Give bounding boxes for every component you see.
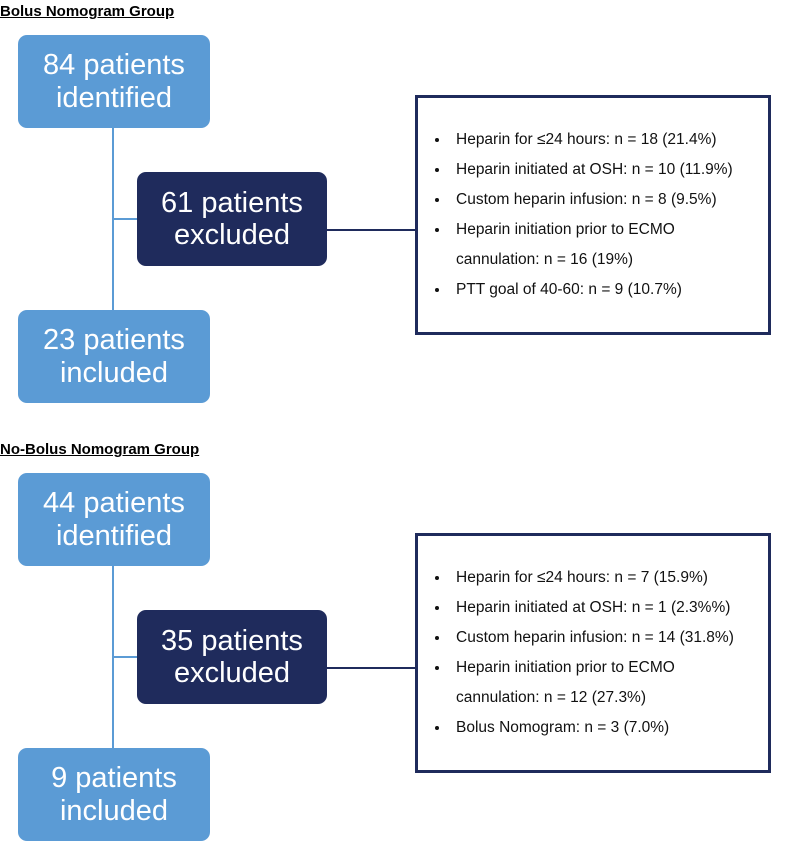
connector-horizontal (112, 218, 137, 220)
exclusion-item: Heparin initiation prior to ECMO cannula… (450, 653, 750, 713)
connector-exclusion (327, 667, 417, 669)
exclusion-list: Heparin for ≤24 hours: n = 7 (15.9%)Hepa… (415, 533, 771, 773)
connector-exclusion (327, 229, 417, 231)
exclusion-item: PTT goal of 40-60: n = 9 (10.7%) (450, 275, 750, 305)
exclusion-item: Heparin initiation prior to ECMO cannula… (450, 215, 750, 275)
exclusion-item: Heparin for ≤24 hours: n = 18 (21.4%) (450, 125, 750, 155)
group-title: Bolus Nomogram Group (0, 3, 175, 20)
exclusion-items: Heparin for ≤24 hours: n = 18 (21.4%)Hep… (418, 125, 768, 305)
exclusion-item: Heparin for ≤24 hours: n = 7 (15.9%) (450, 563, 750, 593)
exclusion-item: Custom heparin infusion: n = 8 (9.5%) (450, 185, 750, 215)
exclusion-items: Heparin for ≤24 hours: n = 7 (15.9%)Hepa… (418, 563, 768, 743)
included-box: 23 patients included (18, 310, 210, 403)
exclusion-list: Heparin for ≤24 hours: n = 18 (21.4%)Hep… (415, 95, 771, 335)
excluded-box: 35 patients excluded (137, 610, 327, 704)
exclusion-item: Custom heparin infusion: n = 14 (31.8%) (450, 623, 750, 653)
identified-box: 84 patients identified (18, 35, 210, 128)
excluded-box: 61 patients excluded (137, 172, 327, 266)
connector-horizontal (112, 656, 137, 658)
identified-box: 44 patients identified (18, 473, 210, 566)
group-title: No-Bolus Nomogram Group (0, 441, 200, 458)
exclusion-item: Bolus Nomogram: n = 3 (7.0%) (450, 713, 750, 743)
exclusion-item: Heparin initiated at OSH: n = 1 (2.3%%) (450, 593, 750, 623)
included-box: 9 patients included (18, 748, 210, 841)
exclusion-item: Heparin initiated at OSH: n = 10 (11.9%) (450, 155, 750, 185)
